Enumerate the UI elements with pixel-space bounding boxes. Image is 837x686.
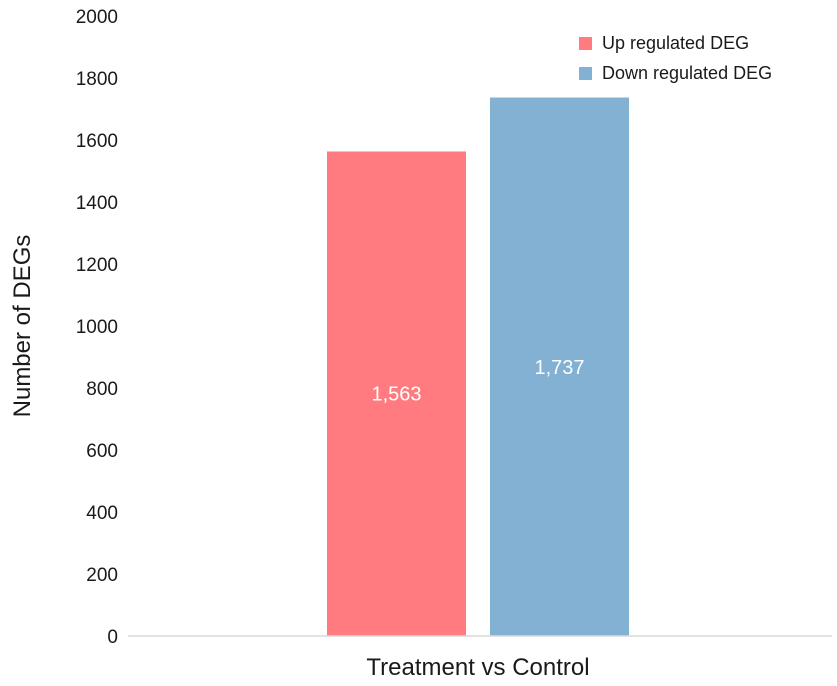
y-tick-label: 800 bbox=[86, 379, 118, 400]
bar-up-regulated bbox=[327, 151, 466, 636]
y-tick-label: 1000 bbox=[76, 317, 118, 338]
bar-down-regulated bbox=[490, 97, 629, 636]
y-axis: 0 200 400 600 800 1000 1200 1400 1600 1800 2000 bbox=[76, 7, 118, 648]
y-tick-label: 2000 bbox=[76, 7, 118, 28]
legend-swatch bbox=[579, 37, 592, 50]
y-tick-label: 1800 bbox=[76, 69, 118, 90]
bars bbox=[327, 97, 629, 636]
legend-swatch bbox=[579, 67, 592, 80]
y-tick-label: 1400 bbox=[76, 193, 118, 214]
legend: Up regulated DEG Down regulated DEG bbox=[579, 33, 772, 83]
x-axis-title: Treatment vs Control bbox=[366, 654, 589, 681]
bar-value-label: 1,737 bbox=[534, 357, 584, 379]
y-tick-label: 1600 bbox=[76, 131, 118, 152]
bar-labels: 1,563 1,737 bbox=[371, 357, 584, 406]
y-tick-label: 400 bbox=[86, 503, 118, 524]
y-axis-title: Number of DEGs bbox=[9, 235, 36, 418]
y-tick-label: 600 bbox=[86, 441, 118, 462]
bar-value-label: 1,563 bbox=[371, 384, 421, 406]
legend-label: Down regulated DEG bbox=[602, 63, 772, 83]
y-tick-label: 200 bbox=[86, 565, 118, 586]
legend-label: Up regulated DEG bbox=[602, 33, 749, 53]
y-tick-label: 0 bbox=[107, 627, 118, 648]
y-tick-label: 1200 bbox=[76, 255, 118, 276]
